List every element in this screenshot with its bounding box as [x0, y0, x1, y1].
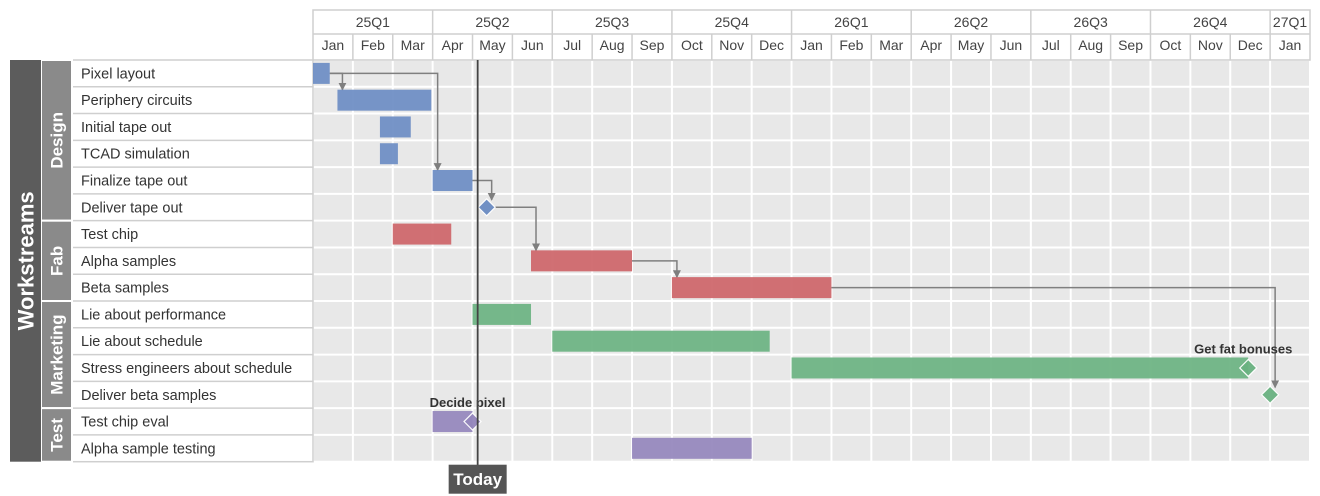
- task-label: Beta samples: [81, 281, 169, 297]
- timeline-header: [312, 9, 1311, 61]
- quarter-label: 26Q3: [1074, 14, 1108, 30]
- quarter-label: 26Q2: [954, 14, 988, 30]
- task-label: Test chip: [81, 227, 138, 243]
- task-bar: [337, 89, 432, 111]
- task-bar: [472, 303, 532, 325]
- task-label: Lie about schedule: [81, 334, 203, 350]
- task-label: Finalize tape out: [81, 174, 187, 190]
- group-label: Fab: [48, 246, 67, 276]
- quarter-label: 25Q2: [475, 14, 509, 30]
- month-label: Feb: [839, 37, 863, 53]
- task-bar: [313, 62, 330, 84]
- month-label: Jul: [1042, 37, 1060, 53]
- milestone-label: Get fat bonuses: [1194, 342, 1292, 357]
- month-label: Dec: [1238, 37, 1263, 53]
- task-bar: [392, 223, 452, 245]
- task-bar: [632, 437, 752, 459]
- today-badge: [448, 464, 507, 494]
- group-label: Test: [48, 418, 67, 452]
- month-label: Sep: [640, 37, 665, 53]
- month-label: Aug: [600, 37, 625, 53]
- month-label: May: [479, 37, 505, 53]
- task-label: Deliver tape out: [81, 200, 183, 216]
- task-label: Deliver beta samples: [81, 388, 216, 404]
- task-label: Periphery circuits: [81, 93, 192, 109]
- quarter-label: 26Q1: [834, 14, 868, 30]
- quarter-label: 25Q1: [356, 14, 390, 30]
- dependency-arrow: [493, 206, 541, 252]
- dependency-arrow: [472, 179, 496, 201]
- task-label: Test chip eval: [81, 415, 169, 431]
- task-bar: [379, 116, 411, 138]
- workstreams-band: [10, 60, 41, 462]
- month-label: Mar: [401, 37, 425, 53]
- task-label: Pixel layout: [81, 66, 155, 82]
- task-label: Alpha samples: [81, 254, 176, 270]
- milestone-marker: [1238, 358, 1258, 378]
- task-bar: [432, 411, 473, 433]
- task-bar: [432, 170, 473, 192]
- task-label: Stress engineers about schedule: [81, 361, 292, 377]
- workstreams-label: Workstreams: [14, 191, 39, 330]
- month-label: Jun: [521, 37, 544, 53]
- month-label: Feb: [361, 37, 385, 53]
- month-label: May: [958, 37, 984, 53]
- group-band: [40, 407, 73, 463]
- quarter-label: 25Q3: [595, 14, 629, 30]
- task-bar: [552, 330, 770, 352]
- today-label: Today: [453, 470, 502, 489]
- month-label: Apr: [442, 37, 464, 53]
- milestone-marker: [1260, 385, 1280, 405]
- month-label: Jun: [1000, 37, 1023, 53]
- month-label: Dec: [759, 37, 784, 53]
- task-label: Alpha sample testing: [81, 441, 216, 457]
- month-label: Nov: [719, 37, 744, 53]
- month-label: Mar: [879, 37, 903, 53]
- month-label: Nov: [1198, 37, 1223, 53]
- milestone-label: Decide pixel: [430, 395, 506, 410]
- quarter-label: 27Q1: [1273, 14, 1307, 30]
- task-label: Lie about performance: [81, 307, 226, 323]
- month-label: Jan: [1279, 37, 1302, 53]
- month-label: Aug: [1078, 37, 1103, 53]
- task-bar: [379, 143, 398, 165]
- dependency-arrow: [831, 286, 1280, 389]
- task-list: [71, 59, 314, 463]
- task-bar: [671, 277, 832, 299]
- month-label: Jul: [563, 37, 581, 53]
- month-label: Sep: [1118, 37, 1143, 53]
- month-label: Jan: [322, 37, 345, 53]
- dependency-arrow: [632, 260, 681, 279]
- quarter-label: 26Q4: [1193, 14, 1227, 30]
- task-label: TCAD simulation: [81, 147, 190, 163]
- task-label: Initial tape out: [81, 120, 171, 136]
- milestone-marker: [477, 197, 497, 217]
- group-label: Design: [48, 112, 67, 169]
- group-label: Marketing: [48, 314, 67, 394]
- task-bar: [791, 357, 1249, 379]
- month-label: Oct: [1160, 37, 1182, 53]
- plot-area: [313, 60, 1310, 462]
- group-band: [40, 59, 73, 222]
- task-bar: [531, 250, 633, 272]
- month-label: Apr: [920, 37, 942, 53]
- dependency-arrow: [329, 72, 442, 172]
- quarter-label: 25Q4: [715, 14, 749, 30]
- month-label: Jan: [800, 37, 823, 53]
- month-label: Oct: [681, 37, 703, 53]
